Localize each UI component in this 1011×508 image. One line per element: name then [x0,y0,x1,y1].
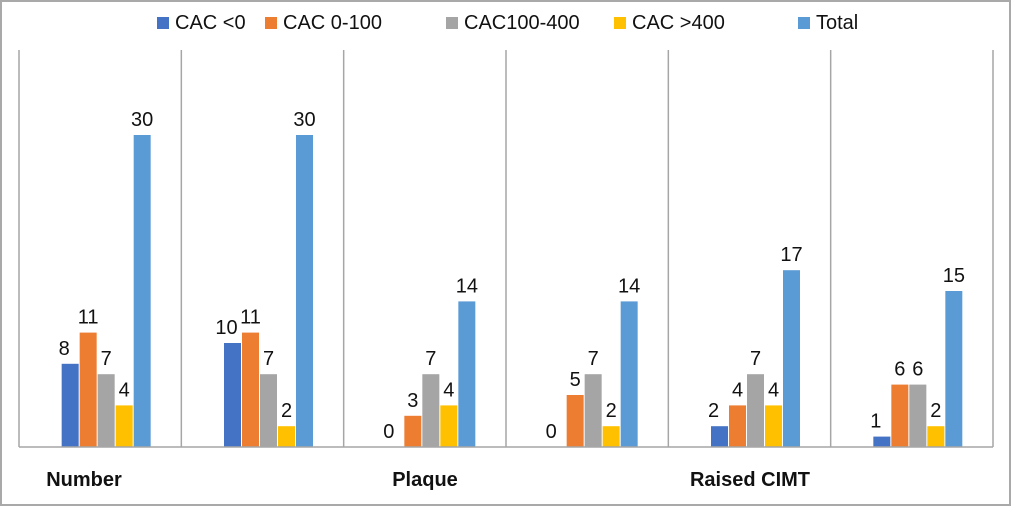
data-label-3-2: 7 [588,348,599,370]
data-label-4-0: 2 [708,400,719,422]
bar-0-0 [61,363,79,447]
data-label-2-0: 0 [383,421,394,443]
bar-3-1 [566,395,584,447]
data-label-3-1: 5 [570,369,581,391]
legend: CAC <0 CAC 0-100 CAC100-400 CAC >400 Total [157,12,858,34]
data-label-0-0: 8 [59,338,70,360]
bar-0-2 [97,374,115,447]
bar-1-3 [278,426,295,447]
data-label-5-4: 15 [943,265,965,287]
bar-5-3 [927,426,945,447]
data-label-4-3: 4 [768,379,779,401]
bar-4-0 [711,426,728,447]
bar-2-1 [404,415,422,447]
bar-4-3 [765,405,782,447]
data-label-2-2: 7 [425,348,436,370]
bar-0-1 [79,332,97,447]
data-label-4-1: 4 [732,379,743,401]
bar-1-0 [224,343,241,447]
data-label-4-2: 7 [750,348,761,370]
bar-3-3 [602,426,620,447]
bar-2-2 [422,374,440,447]
bar-1-1 [242,332,259,447]
category-labels: Number Plaque Raised CIMT [46,469,810,491]
data-label-5-2: 6 [912,359,923,381]
legend-swatch-1 [265,17,277,29]
data-label-1-2: 7 [263,348,274,370]
bar-2-3 [440,405,458,447]
bar-5-2 [909,384,927,447]
legend-label-4: Total [816,12,858,34]
legend-swatch-3 [614,17,626,29]
data-label-0-1: 11 [78,307,99,329]
bar-4-4 [783,270,800,447]
legend-label-0: CAC <0 [175,12,246,34]
bar-4-2 [747,374,764,447]
data-label-0-4: 30 [131,109,153,131]
bar-1-4 [296,135,313,447]
data-label-0-3: 4 [119,379,130,401]
data-label-1-3: 2 [281,400,292,422]
data-label-5-0: 1 [870,411,881,433]
bar-0-3 [115,405,133,447]
bar-5-0 [873,436,891,447]
data-label-5-3: 2 [930,400,941,422]
data-label-3-3: 2 [606,400,617,422]
bar-5-1 [891,384,909,447]
data-label-0-2: 7 [101,348,112,370]
category-label-4: Raised CIMT [690,469,810,491]
group-dividers [18,50,994,447]
legend-swatch-4 [798,17,810,29]
bar-3-4 [620,301,638,447]
data-label-3-0: 0 [546,421,557,443]
data-label-5-1: 6 [894,359,905,381]
category-label-2: Plaque [392,469,458,491]
data-label-2-3: 4 [443,379,454,401]
data-label-4-4: 17 [780,244,802,266]
data-label-1-4: 30 [293,109,315,131]
data-label-2-1: 3 [407,390,418,412]
bar-5-4 [945,291,963,447]
category-label-0: Number [46,469,122,491]
bar-2-4 [458,301,476,447]
data-label-1-1: 11 [240,307,261,329]
bar-1-2 [260,374,277,447]
bar-3-2 [584,374,602,447]
legend-swatch-2 [446,17,458,29]
bar-4-1 [729,405,746,447]
data-label-1-0: 10 [215,317,237,339]
data-label-3-4: 14 [618,275,640,297]
legend-label-3: CAC >400 [632,12,725,34]
data-label-2-4: 14 [456,275,478,297]
bars [61,135,963,447]
legend-label-2: CAC100-400 [464,12,580,34]
bar-0-4 [133,135,151,447]
legend-label-1: CAC 0-100 [283,12,382,34]
legend-swatch-0 [157,17,169,29]
